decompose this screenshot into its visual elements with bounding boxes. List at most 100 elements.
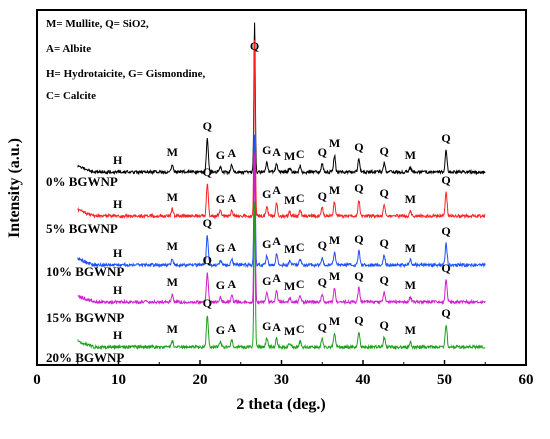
peak-label: M [329, 183, 340, 197]
peak-label: H [113, 328, 123, 342]
peak-label: M [405, 323, 416, 337]
peak-label: Q [354, 140, 363, 154]
series-label: 10% BGWNP [46, 264, 124, 279]
peak-label: M [329, 233, 340, 247]
series-label: 20% BGWNP [46, 350, 124, 365]
peak-label: Q [318, 320, 327, 334]
series-line [77, 152, 486, 306]
peak-label: A [272, 234, 281, 248]
peak-label: C [296, 191, 305, 205]
peak-label: Q [318, 145, 327, 159]
peak-label: C [296, 240, 305, 254]
peak-label: A [272, 271, 281, 285]
x-tick-label: 60 [519, 372, 534, 388]
series-label-layer: 0% BGWNP 5% BGWNP 10% BGWNP 15% BGWNP 20% BG… [46, 174, 124, 365]
peak-label: A [227, 240, 236, 254]
peak-label: Q [354, 269, 363, 283]
legend-entry: A= Albite [46, 43, 91, 55]
series-line [77, 39, 486, 220]
peak-label: Q [203, 296, 212, 310]
peak-label: Q [203, 119, 212, 133]
peak-label: G [216, 148, 225, 162]
series-label: 0% BGWNP [46, 174, 118, 189]
series-line [77, 134, 486, 269]
series-layer [77, 22, 486, 351]
peak-label: M [329, 269, 340, 283]
y-axis-label: Intensity (a.u.) [6, 138, 23, 238]
peak-label: Q [441, 173, 450, 187]
peak-label: A [227, 277, 236, 291]
x-tick-label: 50 [437, 372, 452, 388]
peak-label: G [262, 143, 271, 157]
x-tick-label: 10 [111, 372, 126, 388]
peak-label: G [216, 241, 225, 255]
x-tick-layer: 0 10 20 30 40 50 60 [33, 360, 534, 388]
legend-box: M= Mullite, Q= SiO2, A= Albite H= Hydrotai… [46, 18, 206, 102]
peak-label: M [284, 324, 295, 338]
peak-label: Q [203, 216, 212, 230]
peak-label: Q [380, 186, 389, 200]
peak-label: C [296, 147, 305, 161]
peak-label: Q [354, 232, 363, 246]
peak-label: M [167, 145, 178, 159]
peak-label: Q [318, 189, 327, 203]
peak-label: Q [380, 236, 389, 250]
series-line [77, 201, 486, 351]
peak-label: A [272, 183, 281, 197]
peak-label: A [272, 145, 281, 159]
peak-label: G [216, 278, 225, 292]
series-line [77, 22, 486, 176]
x-axis-label: 2 theta (deg.) [236, 396, 325, 413]
series-label: 15% BGWNP [46, 310, 124, 325]
peak-label: Q [380, 318, 389, 332]
peak-label: C [296, 322, 305, 336]
peak-label: M [167, 322, 178, 336]
peak-label: Q [354, 181, 363, 195]
peak-label: G [262, 274, 271, 288]
peak-label: G [262, 187, 271, 201]
peak-label: M [167, 275, 178, 289]
peak-label: G [262, 319, 271, 333]
peak-label: Q [441, 261, 450, 275]
peak-label: H [113, 246, 123, 260]
peak-label: G [216, 323, 225, 337]
legend-entry: C= Calcite [46, 90, 96, 102]
peak-label: Q [250, 39, 259, 53]
peak-label: M [405, 278, 416, 292]
peak-label: M [167, 190, 178, 204]
peak-label: Q [441, 306, 450, 320]
peak-label: Q [318, 275, 327, 289]
legend-entry: H= Hydrotaicite, G= Gismondine, [46, 68, 206, 80]
peak-label: Q [203, 165, 212, 179]
peak-label: Q [354, 313, 363, 327]
peak-label: H [113, 153, 123, 167]
x-tick-label: 40 [356, 372, 371, 388]
peak-label: A [227, 146, 236, 160]
peak-label: H [113, 197, 123, 211]
peak-label: A [227, 191, 236, 205]
peak-label: M [405, 148, 416, 162]
peak-label: A [272, 320, 281, 334]
peak-label: H [113, 283, 123, 297]
peak-label: Q [441, 224, 450, 238]
peak-label: G [216, 192, 225, 206]
peak-label: Q [380, 144, 389, 158]
peak-label: M [329, 136, 340, 150]
peak-label: M [167, 239, 178, 253]
peak-label: M [329, 314, 340, 328]
legend-entry: M= Mullite, Q= SiO2, [46, 18, 149, 30]
peak-label: G [262, 237, 271, 251]
peak-label: M [284, 149, 295, 163]
peak-label: C [296, 277, 305, 291]
peak-label: M [284, 279, 295, 293]
peak-label: M [405, 241, 416, 255]
peak-label: Q [441, 131, 450, 145]
x-tick-label: 30 [274, 372, 289, 388]
peak-label: Q [203, 253, 212, 267]
peak-label: A [227, 321, 236, 335]
x-tick-label: 0 [33, 372, 41, 388]
peak-label: Q [318, 238, 327, 252]
peak-label: M [284, 242, 295, 256]
